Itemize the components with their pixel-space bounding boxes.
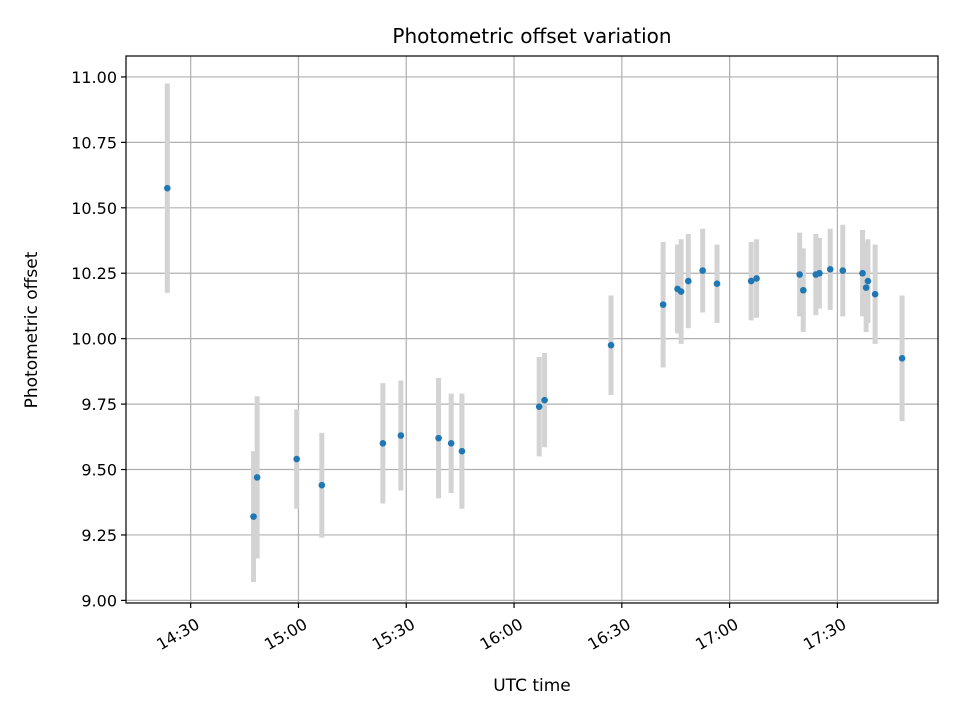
error-bars: [164, 83, 905, 583]
data-point: [713, 280, 721, 287]
y-tick-label: 10.50: [71, 199, 117, 218]
y-axis-label: Photometric offset: [22, 251, 42, 408]
data-point: [379, 440, 387, 447]
data-point: [541, 396, 548, 404]
y-tick-label: 9.75: [81, 395, 117, 414]
grid-lines: [126, 56, 938, 603]
x-tick-label: 15:00: [261, 614, 310, 654]
y-tick-label: 11.00: [71, 68, 117, 87]
data-point: [397, 432, 405, 439]
x-tick-label: 16:00: [477, 614, 526, 654]
x-axis-ticks: 14:30 15:00 15:30 16:00 16:30 17:00 17:30: [153, 603, 849, 654]
x-axis-label: UTC time: [493, 676, 571, 696]
x-tick-label: 17:30: [800, 614, 849, 654]
y-tick-label: 9.00: [81, 591, 117, 610]
x-tick-label: 17:00: [692, 614, 741, 654]
data-point: [535, 403, 543, 411]
data-point: [862, 284, 870, 291]
data-points: [164, 184, 906, 520]
data-point: [864, 277, 872, 285]
y-tick-label: 10.75: [71, 133, 117, 152]
x-tick-label: 15:30: [369, 614, 418, 654]
y-axis-ticks: 9.00 9.25 9.50 9.75 10.00 10.25 10.50 10.75 11.0…: [71, 68, 126, 610]
data-point: [753, 275, 760, 282]
data-point: [699, 267, 706, 274]
data-point: [447, 440, 455, 447]
y-tick-label: 10.25: [71, 264, 117, 283]
data-point: [839, 267, 847, 274]
data-point: [871, 290, 879, 298]
y-tick-label: 10.00: [71, 330, 117, 349]
data-point: [816, 269, 823, 277]
data-point: [796, 271, 803, 278]
data-point: [659, 301, 667, 308]
data-point: [859, 269, 866, 277]
data-point: [250, 513, 257, 520]
chart-title: Photometric offset variation: [392, 24, 671, 48]
x-tick-label: 14:30: [153, 614, 202, 654]
y-tick-label: 9.50: [81, 461, 117, 480]
data-point: [684, 277, 692, 285]
data-point: [253, 474, 261, 481]
data-point: [747, 277, 755, 285]
data-point: [458, 447, 466, 455]
data-point: [293, 455, 300, 463]
x-tick-label: 16:30: [584, 614, 633, 654]
plot-frame: [125, 55, 939, 604]
data-point: [677, 288, 685, 295]
data-point: [898, 354, 906, 362]
y-tick-label: 9.25: [81, 526, 117, 545]
data-point: [799, 286, 807, 294]
data-point: [826, 266, 834, 273]
data-point: [435, 434, 442, 442]
data-point: [164, 184, 171, 192]
data-point: [607, 341, 615, 349]
data-point: [318, 481, 326, 489]
